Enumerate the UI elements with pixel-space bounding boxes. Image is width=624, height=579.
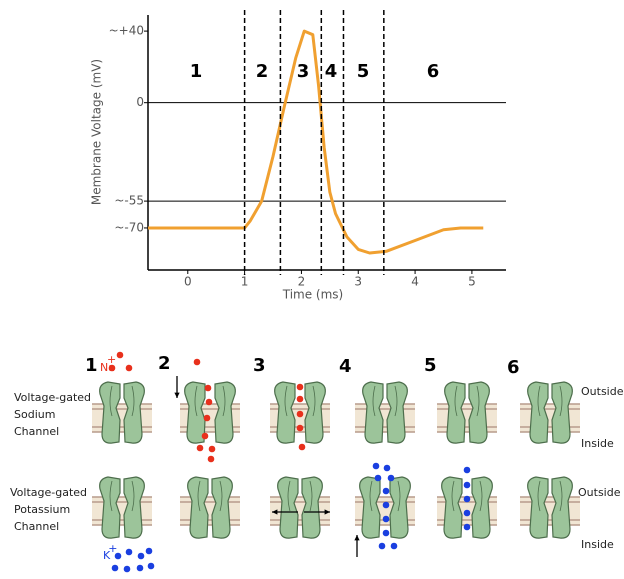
ion	[208, 456, 215, 463]
potassium-ion-label: K+	[103, 542, 117, 562]
arrow-head	[354, 535, 359, 540]
step-number: 3	[253, 355, 266, 376]
y-axis-label: Membrane Voltage (mV)	[90, 59, 104, 205]
y-tick-label: ~-70	[114, 220, 144, 234]
outside-label: Outside	[578, 486, 621, 499]
ion	[464, 510, 471, 517]
membrane	[270, 497, 330, 525]
row-label: Voltage-gated	[10, 486, 87, 499]
ion	[464, 496, 471, 503]
membrane	[180, 497, 240, 525]
phase-label: 5	[357, 61, 370, 82]
ion	[384, 465, 391, 472]
x-tick-label: 4	[411, 275, 419, 289]
ion	[375, 475, 382, 482]
x-tick-label: 0	[184, 275, 192, 289]
membrane	[92, 404, 152, 432]
y-tick-label: ~+40	[109, 24, 144, 38]
row-label: Potassium	[14, 503, 70, 516]
step-number: 6	[507, 357, 520, 378]
inside-label: Inside	[581, 538, 614, 551]
sodium-ion-label: Na+	[100, 353, 116, 374]
ion	[117, 352, 124, 359]
ion	[464, 482, 471, 489]
ion	[112, 565, 119, 572]
row-label: Channel	[14, 520, 59, 533]
phase-label: 6	[427, 61, 440, 82]
step-number: 1	[85, 355, 98, 376]
page: Membrane Voltage (mV) Time (ms) 1 2 3 4 …	[0, 0, 624, 575]
ion	[379, 543, 386, 550]
y-tick-label: 0	[136, 95, 144, 109]
row-label: Sodium	[14, 408, 55, 421]
step-number: 2	[158, 353, 171, 374]
phase-label: 4	[325, 61, 338, 82]
ion	[124, 566, 131, 573]
ion	[115, 553, 122, 560]
ion	[383, 502, 390, 509]
ion	[297, 425, 304, 432]
ion	[209, 446, 216, 453]
phase-label: 1	[190, 61, 203, 82]
step-number: 4	[339, 356, 352, 377]
y-tick-label: ~-55	[114, 194, 144, 208]
ion	[373, 463, 380, 470]
ion	[109, 365, 116, 372]
ion	[464, 467, 471, 474]
ion	[146, 548, 153, 555]
row-label: Channel	[14, 425, 59, 438]
membrane	[355, 404, 415, 432]
figure: Membrane Voltage (mV) Time (ms) 1 2 3 4 …	[0, 0, 624, 575]
row-label: Voltage-gated	[14, 391, 91, 404]
outside-label: Outside	[581, 385, 624, 398]
membrane	[92, 497, 152, 525]
ion-charge: +	[108, 542, 117, 555]
ion	[388, 475, 395, 482]
membrane	[520, 404, 580, 432]
ion	[383, 488, 390, 495]
ion	[148, 563, 155, 570]
step-number: 5	[424, 355, 437, 376]
ion	[383, 530, 390, 537]
ion	[391, 543, 398, 550]
ion	[297, 396, 304, 403]
ion	[205, 385, 212, 392]
x-tick-label: 2	[298, 275, 306, 289]
ion	[202, 433, 209, 440]
ion	[206, 399, 213, 406]
arrow-head	[174, 393, 179, 398]
ion	[138, 553, 145, 560]
phase-label: 2	[256, 61, 269, 82]
ion	[137, 565, 144, 572]
ion	[383, 516, 390, 523]
x-tick-label: 3	[354, 275, 362, 289]
inside-label: Inside	[581, 437, 614, 450]
membrane	[520, 497, 580, 525]
membrane	[437, 404, 497, 432]
ion	[297, 384, 304, 391]
x-tick-label: 5	[468, 275, 476, 289]
ion	[194, 359, 201, 366]
x-tick-label: 1	[241, 275, 249, 289]
ion-charge: +	[107, 353, 116, 366]
ion	[297, 411, 304, 418]
ion	[299, 444, 306, 451]
phase-label: 3	[297, 61, 310, 82]
ion	[126, 365, 133, 372]
ion	[126, 549, 133, 556]
ion	[204, 415, 211, 422]
ion	[464, 524, 471, 531]
x-axis-label: Time (ms)	[282, 288, 344, 302]
ion	[197, 445, 204, 452]
